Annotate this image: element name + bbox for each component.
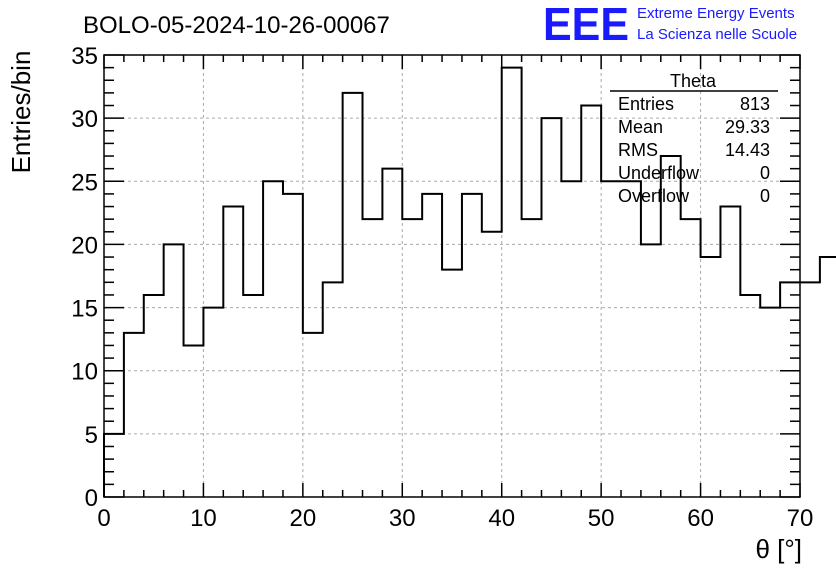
stats-row-value: 0 xyxy=(760,163,770,183)
x-tick-label: 60 xyxy=(687,505,714,532)
histogram-bin xyxy=(223,207,243,497)
histogram-bin xyxy=(243,295,263,497)
histogram-bin xyxy=(442,270,462,497)
histogram-bin xyxy=(124,333,144,497)
y-tick-label: 10 xyxy=(71,359,98,386)
stats-rows: Entries 813 Mean 29.33 RMS 14.43 Underflow 0 Ove… xyxy=(618,94,770,206)
histogram-bin xyxy=(800,282,820,497)
histogram-bin xyxy=(184,345,204,497)
histogram-bin xyxy=(203,308,223,497)
y-tick-label: 15 xyxy=(71,296,98,323)
histogram-bin xyxy=(402,219,422,497)
histogram-bin xyxy=(641,244,661,497)
chart-title: BOLO-05-2024-10-26-00067 xyxy=(83,12,390,39)
histogram-bin xyxy=(541,118,561,497)
x-tick-label: 50 xyxy=(588,505,615,532)
histogram-bin xyxy=(581,106,601,497)
y-tick-label: 5 xyxy=(85,422,98,449)
stats-row-label: Overflow xyxy=(618,186,690,206)
stats-row-value: 14.43 xyxy=(725,140,770,160)
y-tick-label: 25 xyxy=(71,169,98,196)
stats-row-label: Underflow xyxy=(618,163,700,183)
histogram-bin xyxy=(343,93,363,497)
stats-row-label: Entries xyxy=(618,94,674,114)
stats-row-value: 813 xyxy=(740,94,770,114)
histogram-bin xyxy=(462,194,482,497)
histogram-bin xyxy=(522,219,542,497)
histogram-bin xyxy=(621,181,641,497)
axis-ticks xyxy=(103,54,801,498)
eee-logo-line2: La Scienza nelle Scuole xyxy=(637,26,797,43)
histogram-bin xyxy=(283,194,303,497)
stats-row-label: RMS xyxy=(618,140,658,160)
y-tick-label: 20 xyxy=(71,232,98,259)
y-tick-label: 35 xyxy=(71,43,98,70)
histogram-bin xyxy=(323,282,343,497)
eee-logo: EEE Extreme Energy Events La Scienza nel… xyxy=(543,0,797,50)
y-tick-label: 30 xyxy=(71,106,98,133)
histogram-bin xyxy=(502,68,522,497)
histogram-bin xyxy=(164,244,184,497)
stats-box: Theta Entries 813 Mean 29.33 RMS 14.43 Underfl… xyxy=(610,71,778,206)
histogram-bin xyxy=(720,207,740,497)
histogram-bin xyxy=(681,219,701,497)
stats-title: Theta xyxy=(670,71,717,91)
x-tick-label: 30 xyxy=(389,505,416,532)
histogram-outline xyxy=(103,66,836,497)
histogram-bin xyxy=(820,257,836,497)
histogram-bins xyxy=(103,66,836,497)
histogram-bin xyxy=(661,156,681,497)
tick-labels: 0 10 20 30 40 50 60 70 0 5 10 15 20 25 30 35 xyxy=(71,43,813,532)
histogram-bin xyxy=(701,257,721,497)
histogram-bin xyxy=(104,434,124,497)
histogram-bin xyxy=(561,181,581,497)
histogram-bin xyxy=(382,169,402,497)
stats-row-value: 0 xyxy=(760,186,770,206)
stats-row-label: Mean xyxy=(618,117,663,137)
eee-logo-mark: EEE xyxy=(543,0,629,50)
y-axis-label: Entries/bin xyxy=(6,51,36,174)
histogram-bin xyxy=(760,308,780,497)
histogram-bin xyxy=(363,219,383,497)
x-tick-label: 10 xyxy=(190,505,217,532)
x-tick-label: 70 xyxy=(787,505,814,532)
histogram-bin xyxy=(144,295,164,497)
histogram-bin xyxy=(740,295,760,497)
y-tick-label: 0 xyxy=(85,485,98,512)
x-tick-label: 20 xyxy=(290,505,317,532)
histogram-bin xyxy=(303,333,323,497)
stats-row-value: 29.33 xyxy=(725,117,770,137)
histogram-bin xyxy=(263,181,283,497)
x-axis-label: θ [°] xyxy=(755,534,802,564)
histogram-bin xyxy=(422,194,442,497)
histogram-bin xyxy=(482,232,502,497)
x-tick-label: 0 xyxy=(97,505,110,532)
histogram-bin xyxy=(601,181,621,497)
x-tick-label: 40 xyxy=(488,505,515,532)
histogram-bin xyxy=(780,282,800,497)
eee-logo-line1: Extreme Energy Events xyxy=(637,5,795,22)
plot-frame xyxy=(103,54,801,498)
